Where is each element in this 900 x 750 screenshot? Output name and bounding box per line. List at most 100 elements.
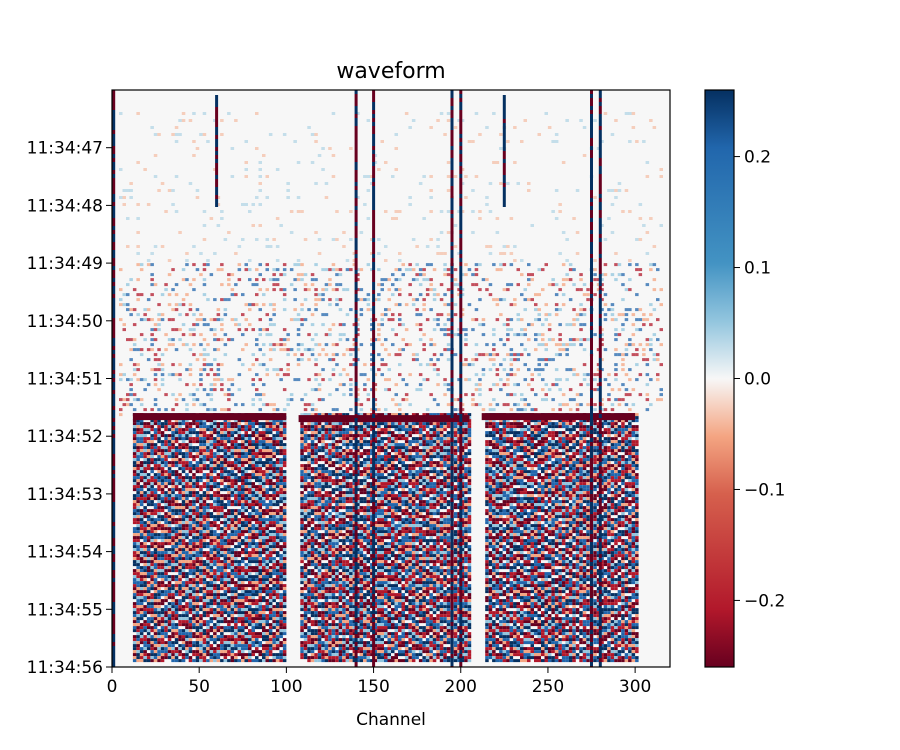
- waveform-sample: [234, 518, 238, 522]
- waveform-sample: [185, 259, 189, 262]
- waveform-sample: [279, 476, 283, 480]
- waveform-sample: [223, 569, 228, 573]
- waveform-sample: [317, 343, 322, 347]
- waveform-sample: [206, 596, 210, 600]
- waveform-sample: [272, 512, 276, 516]
- waveform-sample: [136, 638, 140, 642]
- waveform-sample: [282, 518, 287, 522]
- waveform-sample: [258, 161, 262, 164]
- waveform-sample: [174, 440, 179, 444]
- waveform-sample: [143, 479, 147, 483]
- waveform-sample: [150, 491, 154, 495]
- waveform-sample: [206, 449, 210, 453]
- waveform-sample: [132, 343, 137, 347]
- waveform-sample: [227, 434, 231, 438]
- waveform-sample: [275, 647, 280, 651]
- waveform-sample: [234, 548, 238, 552]
- waveform-sample: [328, 635, 332, 639]
- waveform-sample: [300, 431, 304, 435]
- waveform-sample: [328, 422, 332, 426]
- waveform-sample: [206, 590, 210, 594]
- waveform-sample: [251, 497, 255, 501]
- waveform-sample: [143, 530, 147, 534]
- waveform-sample: [279, 620, 283, 624]
- waveform-sample: [220, 629, 224, 633]
- waveform-sample: [119, 378, 123, 382]
- waveform-sample: [178, 509, 182, 513]
- waveform-sample: [199, 644, 203, 648]
- waveform-sample: [237, 268, 242, 272]
- waveform-sample: [321, 539, 325, 543]
- waveform-sample: [255, 238, 259, 241]
- waveform-sample: [230, 470, 235, 474]
- waveform-sample: [303, 581, 308, 585]
- waveform-sample: [136, 566, 140, 570]
- waveform-sample: [265, 476, 269, 480]
- waveform-sample: [314, 140, 318, 143]
- waveform-sample: [268, 403, 273, 407]
- waveform-sample: [314, 641, 318, 645]
- waveform-sample: [132, 605, 137, 609]
- waveform-sample: [265, 599, 269, 603]
- waveform-sample: [132, 602, 137, 606]
- waveform-sample: [265, 464, 269, 468]
- waveform-sample: [300, 210, 304, 213]
- waveform-sample: [338, 383, 343, 387]
- waveform-sample: [314, 611, 318, 615]
- waveform-sample: [143, 506, 147, 510]
- waveform-sample: [153, 659, 158, 663]
- waveform-sample: [272, 551, 276, 555]
- waveform-sample: [160, 527, 165, 531]
- waveform-sample: [275, 440, 280, 444]
- waveform-sample: [227, 461, 231, 465]
- waveform-sample: [321, 605, 325, 609]
- waveform-sample: [167, 590, 172, 594]
- waveform-sample: [132, 614, 137, 618]
- waveform-sample: [275, 626, 280, 630]
- waveform-sample: [202, 653, 207, 657]
- waveform-sample: [303, 575, 308, 579]
- waveform-sample: [206, 560, 210, 564]
- waveform-sample: [310, 449, 315, 453]
- waveform-sample: [307, 593, 311, 597]
- waveform-sample: [262, 605, 266, 609]
- waveform-sample: [328, 518, 332, 522]
- waveform-sample: [216, 626, 221, 630]
- waveform-sample: [227, 608, 231, 612]
- waveform-sample: [181, 590, 186, 594]
- waveform-sample: [324, 283, 329, 287]
- waveform-sample: [188, 551, 193, 555]
- waveform-sample: [167, 259, 172, 262]
- waveform-sample: [272, 509, 276, 513]
- waveform-sample: [143, 338, 147, 342]
- waveform-sample: [174, 403, 179, 407]
- waveform-sample: [185, 293, 189, 297]
- waveform-sample: [237, 358, 242, 362]
- waveform-sample: [171, 343, 175, 347]
- waveform-sample: [258, 524, 262, 528]
- waveform-sample: [314, 566, 318, 570]
- waveform-sample: [202, 590, 207, 594]
- waveform-sample: [160, 533, 165, 537]
- waveform-sample: [136, 581, 140, 585]
- waveform-sample: [328, 491, 332, 495]
- waveform-sample: [199, 425, 203, 429]
- waveform-sample: [195, 449, 200, 453]
- waveform-sample: [223, 494, 228, 498]
- waveform-sample: [244, 161, 248, 164]
- waveform-sample: [146, 554, 151, 558]
- waveform-sample: [241, 644, 245, 648]
- waveform-sample: [199, 566, 203, 570]
- waveform-sample: [157, 503, 161, 507]
- waveform-sample: [338, 620, 343, 624]
- waveform-sample: [282, 542, 287, 546]
- waveform-sample: [244, 635, 248, 639]
- waveform-sample: [185, 608, 189, 612]
- waveform-sample: [230, 563, 235, 567]
- waveform-sample: [265, 479, 269, 483]
- waveform-sample: [206, 557, 210, 561]
- waveform-sample: [146, 485, 151, 489]
- waveform-sample: [146, 298, 151, 302]
- waveform-sample: [132, 373, 137, 377]
- waveform-sample: [268, 608, 273, 612]
